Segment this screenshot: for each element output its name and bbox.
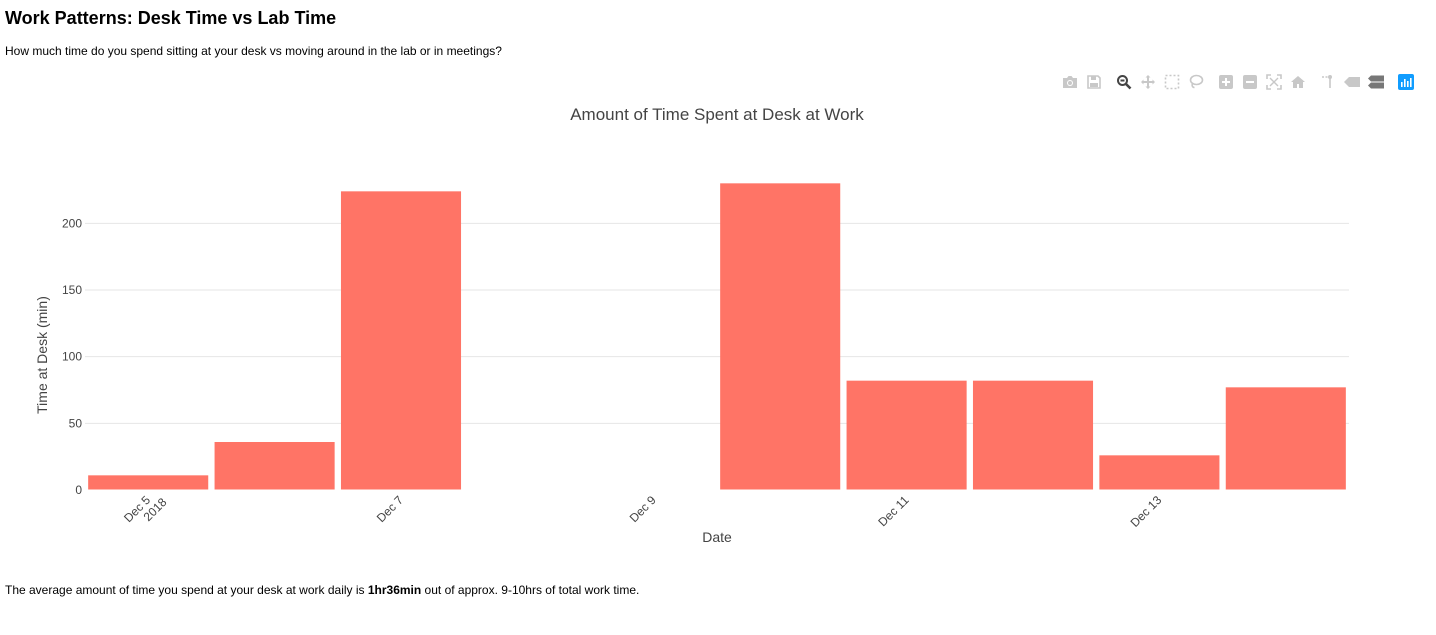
zoom-icon[interactable] [1114,73,1134,91]
hover-compare-icon[interactable] [1366,73,1386,91]
pan-icon[interactable] [1138,73,1158,91]
plotly-logo-icon[interactable] [1396,73,1416,91]
x-tick-group: Dec 9 [627,493,659,525]
bar[interactable] [1099,455,1220,490]
x-tick-label: Dec 11 [875,493,911,529]
x-tick-group: Dec 11 [875,493,911,529]
bar[interactable] [720,183,841,490]
average-desk-time: 1hr36min [367,583,422,597]
bar[interactable] [972,380,1094,490]
bar[interactable] [846,380,967,490]
desk-time-bar-chart: Amount of Time Spent at Desk at Work 0 50… [34,105,1349,545]
autoscale-icon[interactable] [1264,73,1284,91]
y-tick-label: 200 [62,216,82,230]
bar[interactable] [88,475,209,490]
y-tick-labels: 0 50 100 150 200 [62,216,82,497]
camera-icon[interactable] [1060,73,1080,91]
save-icon[interactable] [1084,73,1104,91]
x-tick-group: Dec 7 [374,493,406,525]
x-tick-label: Dec 13 [1128,493,1165,530]
box-select-icon[interactable] [1162,73,1182,91]
spike-lines-icon[interactable] [1318,73,1338,91]
x-axis-title: Date [702,529,732,545]
bar[interactable] [340,191,462,490]
bars [88,183,1346,490]
x-tick-label: Dec 7 [374,493,406,525]
zoom-out-icon[interactable] [1240,73,1260,91]
hover-closest-icon[interactable] [1342,73,1362,91]
summary-prefix: The average amount of time you spend at … [5,583,368,597]
page-title: Work Patterns: Desk Time vs Lab Time [5,8,337,28]
gridlines [85,222,1349,424]
x-tick-group: Dec 13 [1128,493,1165,530]
y-tick-label: 0 [75,483,82,497]
chart-title: Amount of Time Spent at Desk at Work [570,105,864,124]
x-tick-label: Dec 9 [627,493,659,525]
y-tick-label: 50 [69,416,83,430]
summary-suffix: out of approx. 9-10hrs of total work tim… [421,583,640,597]
lasso-select-icon[interactable] [1186,73,1206,91]
bar[interactable] [214,442,335,490]
bar[interactable] [1225,387,1346,490]
page-subtitle: How much time do you spend sitting at yo… [5,44,502,58]
summary-text: The average amount of time you spend at … [5,583,639,597]
y-axis-title: Time at Desk (min) [34,296,50,414]
y-tick-label: 100 [62,350,82,364]
y-tick-label: 150 [62,283,82,297]
reset-axes-icon[interactable] [1288,73,1308,91]
zoom-in-icon[interactable] [1216,73,1236,91]
modebar [1060,73,1416,91]
